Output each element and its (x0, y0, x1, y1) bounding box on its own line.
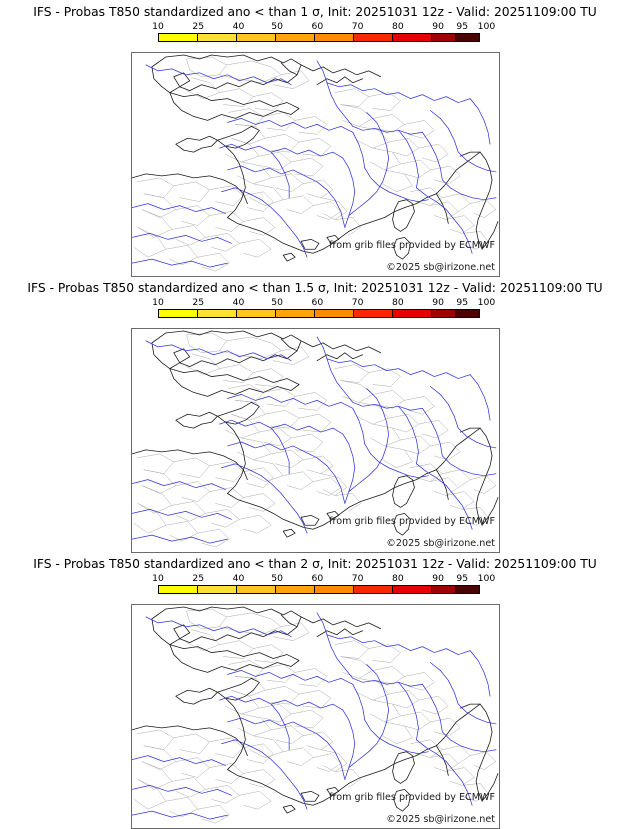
colorbar-tick-100: 100 (477, 297, 496, 308)
forecast-panel-1: IFS - Probas T850 standardized ano < tha… (0, 0, 630, 277)
colorbar-tick-100: 100 (477, 573, 496, 584)
colorbar-band-60-70 (315, 310, 355, 317)
colorbar-tick-60: 60 (311, 297, 324, 308)
colorbar-band-80-90 (393, 34, 433, 41)
colorbar-ticks-1: 10 25 40 50 60 70 80 90 95 100 (152, 21, 495, 33)
colorbar-tick-40: 40 (232, 297, 245, 308)
map-canvas-3[interactable]: from grib files provided by ECMWF ©2025 … (131, 604, 500, 829)
coastline-layer (132, 330, 499, 538)
attribution-copyright-1: ©2025 sb@irizone.net (386, 262, 495, 273)
colorbar-tick-60: 60 (311, 573, 324, 584)
colorbar-gradient-3 (158, 585, 480, 594)
colorbar-ticks-3: 10 25 40 50 60 70 80 90 95 100 (152, 573, 495, 585)
admin-borders-layer (133, 56, 497, 272)
colorbar-tick-40: 40 (232, 21, 245, 32)
colorbar-band-60-70 (315, 586, 355, 593)
colorbar-band-50-60 (276, 310, 316, 317)
colorbar-tick-80: 80 (392, 297, 404, 308)
colorbar-band-70-80 (354, 310, 394, 317)
colorbar-tick-60: 60 (311, 21, 324, 32)
forecast-panel-3: IFS - Probas T850 standardized ano < tha… (0, 552, 630, 829)
colorbar-band-40-50 (237, 34, 277, 41)
colorbar-band-10-25 (159, 34, 199, 41)
panel-title-3: IFS - Probas T850 standardized ano < tha… (33, 557, 597, 571)
colorbar-tick-70: 70 (351, 573, 364, 584)
colorbar-gradient-1 (158, 33, 480, 42)
colorbar-tick-95: 95 (456, 297, 469, 308)
colorbar-tick-25: 25 (192, 297, 205, 308)
colorbar-tick-90: 90 (432, 297, 444, 308)
colorbar-tick-50: 50 (271, 297, 283, 308)
colorbar-band-70-80 (354, 586, 394, 593)
colorbar-band-10-25 (159, 310, 199, 317)
colorbar-tick-70: 70 (351, 21, 364, 32)
panel-title-2: IFS - Probas T850 standardized ano < tha… (27, 281, 603, 295)
rivers-layer (132, 612, 497, 820)
coastline-layer (132, 606, 499, 814)
colorbar-band-70-80 (354, 34, 394, 41)
map-canvas-1[interactable]: from grib files provided by ECMWF ©2025 … (131, 52, 500, 277)
panel-title-1: IFS - Probas T850 standardized ano < tha… (33, 5, 597, 19)
colorbar-tick-50: 50 (271, 573, 283, 584)
colorbar-band-40-50 (237, 310, 277, 317)
colorbar-band-80-90 (393, 586, 433, 593)
attribution-source-3: from grib files provided by ECMWF (329, 792, 495, 803)
forecast-panel-2: IFS - Probas T850 standardized ano < tha… (0, 276, 630, 553)
colorbar-1: 10 25 40 50 60 70 80 90 95 100 (152, 21, 495, 42)
attribution-source-1: from grib files provided by ECMWF (329, 240, 495, 251)
colorbar-tick-10: 10 (152, 297, 164, 308)
attribution-copyright-3: ©2025 sb@irizone.net (386, 814, 495, 825)
coastline-layer (132, 54, 499, 262)
colorbar-band-95-100 (456, 586, 479, 593)
colorbar-band-10-25 (159, 586, 199, 593)
colorbar-tick-95: 95 (456, 573, 469, 584)
attribution-copyright-2: ©2025 sb@irizone.net (386, 538, 495, 549)
colorbar-tick-25: 25 (192, 21, 205, 32)
rivers-layer (132, 60, 497, 268)
rivers-layer (132, 336, 497, 544)
colorbar-gradient-2 (158, 309, 480, 318)
colorbar-band-95-100 (456, 310, 479, 317)
colorbar-tick-10: 10 (152, 573, 164, 584)
colorbar-band-90-95 (432, 34, 457, 41)
colorbar-band-40-50 (237, 586, 277, 593)
colorbar-tick-90: 90 (432, 21, 444, 32)
colorbar-tick-90: 90 (432, 573, 444, 584)
colorbar-tick-95: 95 (456, 21, 469, 32)
colorbar-band-60-70 (315, 34, 355, 41)
colorbar-tick-10: 10 (152, 21, 164, 32)
colorbar-band-95-100 (456, 34, 479, 41)
colorbar-tick-100: 100 (477, 21, 496, 32)
colorbar-band-90-95 (432, 310, 457, 317)
attribution-source-2: from grib files provided by ECMWF (329, 516, 495, 527)
colorbar-2: 10 25 40 50 60 70 80 90 95 100 (152, 297, 495, 318)
colorbar-tick-80: 80 (392, 573, 404, 584)
colorbar-tick-70: 70 (351, 297, 364, 308)
admin-borders-layer (133, 608, 497, 824)
colorbar-band-25-40 (198, 34, 238, 41)
colorbar-band-50-60 (276, 586, 316, 593)
colorbar-band-25-40 (198, 310, 238, 317)
colorbar-tick-40: 40 (232, 573, 245, 584)
map-svg-3 (132, 606, 499, 824)
colorbar-band-25-40 (198, 586, 238, 593)
colorbar-tick-25: 25 (192, 573, 205, 584)
map-canvas-2[interactable]: from grib files provided by ECMWF ©2025 … (131, 328, 500, 553)
colorbar-3: 10 25 40 50 60 70 80 90 95 100 (152, 573, 495, 594)
colorbar-band-50-60 (276, 34, 316, 41)
map-svg-2 (132, 330, 499, 548)
map-svg-1 (132, 54, 499, 272)
colorbar-ticks-2: 10 25 40 50 60 70 80 90 95 100 (152, 297, 495, 309)
colorbar-tick-80: 80 (392, 21, 404, 32)
colorbar-band-80-90 (393, 310, 433, 317)
colorbar-band-90-95 (432, 586, 457, 593)
colorbar-tick-50: 50 (271, 21, 283, 32)
admin-borders-layer (133, 332, 497, 548)
